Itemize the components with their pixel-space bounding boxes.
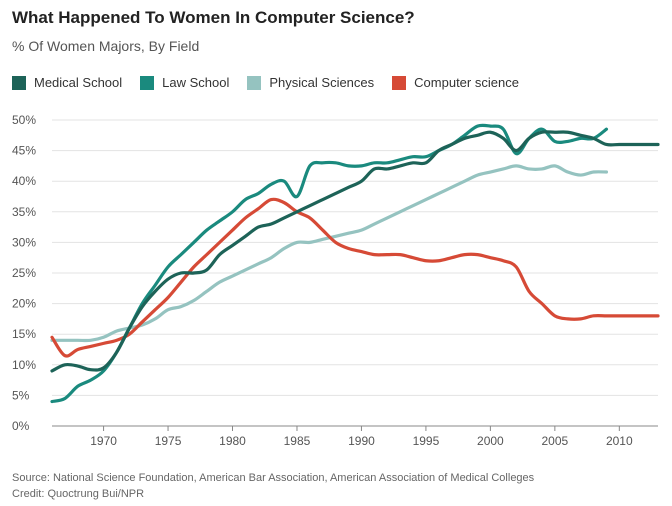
chart-title: What Happened To Women In Computer Scien… (12, 8, 415, 27)
y-tick-label: 35% (12, 205, 36, 219)
legend-item-physical-sciences: Physical Sciences (247, 75, 374, 90)
legend-label-law-school: Law School (162, 75, 230, 90)
chart-subtitle: % Of Women Majors, By Field (12, 38, 200, 54)
credit-text: Credit: Quoctrung Bui/NPR (12, 488, 145, 500)
y-tick-label: 40% (12, 174, 36, 188)
y-tick-label: 5% (12, 388, 30, 402)
legend-item-law-school: Law School (140, 75, 229, 90)
legend-swatch-medical-school (12, 75, 26, 90)
line-chart: 0% 5% 10% 15% 20% 25% 30% 35% 40% 45% 50% 1970 1975… (12, 113, 660, 448)
y-tick-label: 0% (12, 419, 30, 433)
x-tick-label: 2005 (541, 434, 568, 448)
y-tick-label: 50% (12, 113, 36, 127)
y-tick-label: 45% (12, 144, 36, 158)
y-axis: 0% 5% 10% 15% 20% 25% 30% 35% 40% 45% 50% (12, 113, 36, 433)
y-tick-label: 10% (12, 358, 36, 372)
legend-swatch-law-school (140, 75, 155, 90)
x-tick-label: 1975 (155, 434, 182, 448)
legend-label-medical-school: Medical School (34, 75, 123, 90)
x-tick-label: 1985 (284, 434, 311, 448)
y-tick-label: 20% (12, 297, 36, 311)
y-tick-label: 30% (12, 235, 36, 249)
legend-label-computer-science: Computer science (414, 75, 519, 90)
x-tick-label: 1970 (90, 434, 117, 448)
x-tick-label: 1990 (348, 434, 375, 448)
x-tick-label: 1980 (219, 434, 246, 448)
legend-swatch-computer-science (392, 75, 407, 90)
x-axis: 1970 1975 1980 1985 1990 1995 2000 2005 2010 (52, 425, 658, 448)
footer: Source: National Science Foundation, Ame… (12, 470, 534, 502)
y-tick-label: 15% (12, 327, 36, 341)
legend-swatch-physical-sciences (247, 75, 262, 90)
legend: Medical School Law School Physical Scien… (12, 75, 537, 90)
x-tick-label: 2000 (477, 434, 504, 448)
x-tick-label: 2010 (606, 434, 633, 448)
legend-label-physical-sciences: Physical Sciences (269, 75, 375, 90)
legend-item-computer-science: Computer science (392, 75, 519, 90)
series-lines (50, 123, 660, 404)
y-tick-label: 25% (12, 266, 36, 280)
grid (52, 119, 658, 396)
series-line-medical-school (50, 130, 660, 373)
series-line-law-school (50, 123, 609, 404)
source-text: Source: National Science Foundation, Ame… (12, 472, 535, 484)
legend-item-medical-school: Medical School (12, 75, 122, 90)
series-line-computer-science (50, 197, 660, 358)
x-tick-label: 1995 (413, 434, 440, 448)
